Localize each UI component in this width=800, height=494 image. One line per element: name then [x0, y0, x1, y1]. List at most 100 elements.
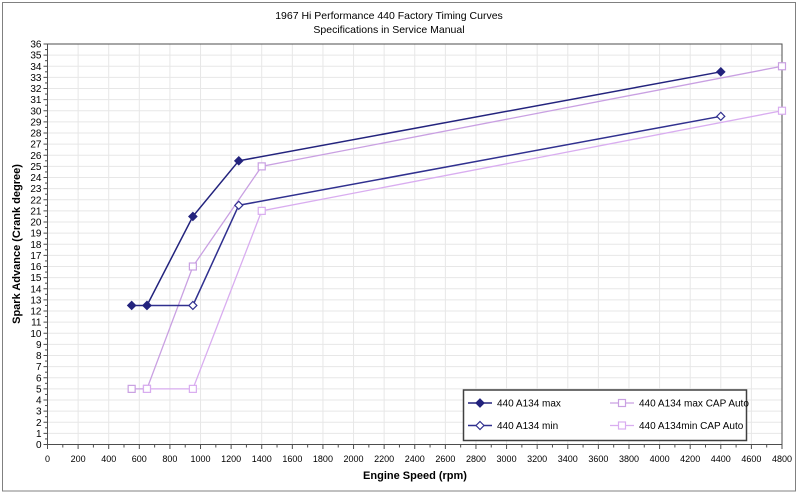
x-tick-label: 3200	[527, 454, 547, 464]
legend-entry: 440 A134 min	[468, 420, 558, 432]
square-marker	[188, 384, 197, 393]
y-tick-label: 17	[30, 251, 42, 262]
y-tick-label: 31	[30, 95, 42, 106]
series-line	[146, 115, 721, 307]
x-tick-label: 400	[101, 454, 116, 464]
x-tick-label: 1600	[282, 454, 302, 464]
x-tick-label: 4000	[650, 454, 670, 464]
series-1	[127, 62, 787, 393]
y-tick-label: 9	[36, 340, 42, 351]
square-marker	[142, 384, 152, 393]
y-tick-label: 7	[36, 362, 42, 373]
diamond-filled-marker	[142, 300, 152, 311]
y-tick-label: 2	[36, 418, 42, 429]
y-tick-label: 23	[30, 184, 42, 195]
y-tick-label: 13	[30, 295, 42, 306]
square-marker	[188, 262, 197, 271]
y-tick-label: 36	[30, 40, 42, 51]
y-tick-label: 28	[30, 129, 42, 140]
legend-label: 440 A134 max	[497, 399, 561, 410]
x-tick-labels: 0 200 400 600 800 1000 1200 1400 1600 1800 2000 220…	[45, 454, 792, 464]
x-tick-label: 3400	[558, 454, 578, 464]
diamond-open-marker	[188, 300, 198, 311]
y-tick-label: 8	[36, 351, 42, 362]
series-line	[146, 110, 783, 390]
x-tick-label: 200	[71, 454, 86, 464]
x-tick-label: 1200	[221, 454, 241, 464]
square-marker	[617, 421, 627, 430]
legend-label: 440 A134min CAP Auto	[639, 421, 744, 432]
y-tick-label: 22	[30, 195, 42, 206]
y-tick-label: 27	[30, 140, 42, 151]
legend-entry: 440 A134 max CAP Auto	[610, 399, 749, 410]
x-tick-label: 2800	[466, 454, 486, 464]
legend-entry: 440 A134 max	[468, 398, 561, 410]
square-marker	[257, 162, 266, 171]
y-tick-label: 21	[30, 206, 42, 217]
y-tick-label: 34	[30, 62, 42, 73]
diamond-filled-marker	[475, 398, 485, 408]
y-tick-label: 25	[30, 162, 42, 173]
y-tick-label: 6	[36, 373, 42, 384]
y-tick-label: 1	[36, 429, 42, 440]
y-tick-label: 26	[30, 151, 42, 162]
diamond-filled-marker	[188, 211, 198, 222]
y-tick-label: 29	[30, 117, 42, 128]
diamond-open-marker	[715, 111, 726, 122]
y-tick-label: 10	[30, 329, 42, 340]
x-tick-label: 2000	[344, 454, 364, 464]
x-tick-label: 2200	[374, 454, 394, 464]
y-axis-title: Spark Advance (Crank degree)	[11, 164, 23, 324]
x-tick-label: 4600	[741, 454, 761, 464]
y-tick-label: 16	[30, 262, 42, 273]
x-tick-label: 800	[162, 454, 177, 464]
x-tick-label: 4800	[772, 454, 792, 464]
y-tick-label: 35	[30, 51, 42, 62]
legend-entry: 440 A134min CAP Auto	[610, 421, 744, 432]
square-marker	[257, 206, 266, 215]
y-tick-label: 24	[30, 173, 42, 184]
legend: 440 A134 max 440 A134 max CAP Auto 440 A13…	[462, 389, 749, 442]
x-tick-label: 2600	[435, 454, 455, 464]
x-tick-label: 1400	[252, 454, 272, 464]
diamond-filled-marker	[715, 66, 726, 77]
legend-label: 440 A134 min	[497, 421, 558, 432]
y-tick-label: 4	[36, 396, 42, 407]
y-tick-label: 33	[30, 73, 42, 84]
square-marker	[777, 106, 787, 115]
y-tick-label: 3	[36, 407, 42, 418]
diamond-open-marker	[233, 200, 244, 211]
y-tick-label: 19	[30, 229, 42, 240]
y-tick-label: 20	[30, 218, 42, 229]
series-3	[142, 106, 787, 393]
y-tick-label: 14	[30, 284, 42, 295]
x-tick-label: 4200	[680, 454, 700, 464]
legend-label: 440 A134 max CAP Auto	[639, 399, 749, 410]
gridlines	[47, 43, 783, 445]
y-tick-label: 12	[30, 307, 42, 318]
y-tick-label: 15	[30, 273, 42, 284]
x-tick-label: 3600	[588, 454, 608, 464]
square-marker	[617, 398, 627, 408]
square-marker	[777, 62, 787, 71]
diamond-filled-marker	[233, 155, 244, 166]
y-tick-label: 5	[36, 384, 42, 395]
x-axis-title: Engine Speed (rpm)	[363, 470, 467, 482]
x-tick-label: 3000	[497, 454, 517, 464]
diamond-filled-marker	[126, 300, 137, 311]
y-tick-label: 32	[30, 84, 42, 95]
axis-ticks	[43, 43, 783, 449]
y-tick-label: 0	[36, 440, 42, 451]
diamond-open-marker	[475, 420, 485, 431]
x-tick-label: 0	[45, 454, 50, 464]
legend-box	[462, 389, 748, 442]
y-tick-label: 30	[30, 106, 42, 117]
x-tick-label: 1000	[191, 454, 211, 464]
square-marker	[127, 384, 136, 393]
x-tick-label: 2400	[405, 454, 425, 464]
y-tick-labels: 0123456789101112131415161718192021222324…	[30, 40, 42, 452]
x-tick-label: 600	[132, 454, 147, 464]
